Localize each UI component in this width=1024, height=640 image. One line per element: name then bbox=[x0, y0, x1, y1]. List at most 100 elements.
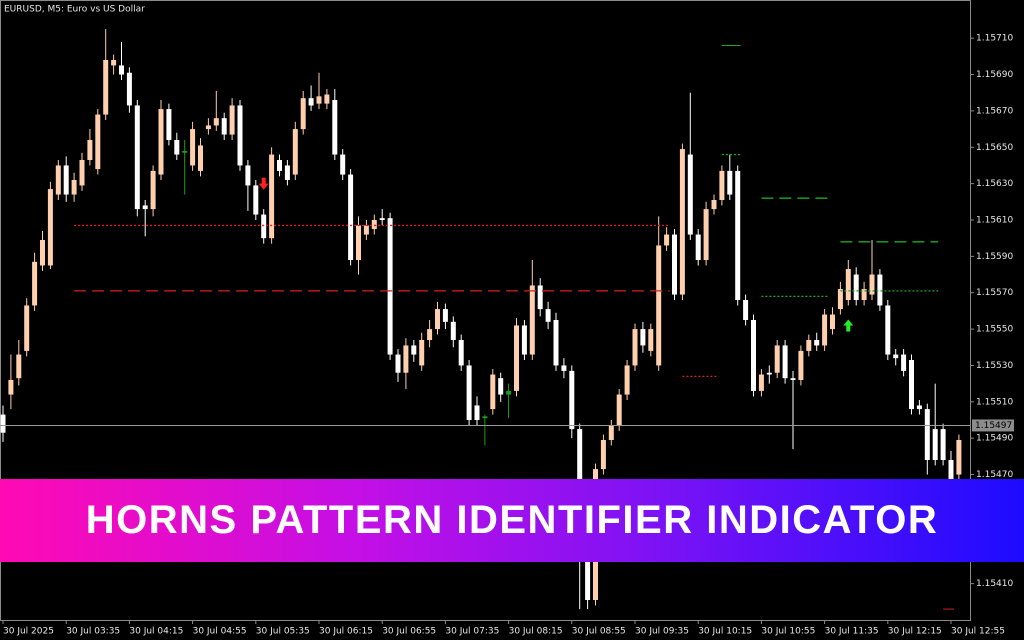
candle-body bbox=[158, 109, 164, 175]
candle-body bbox=[261, 214, 267, 239]
candle-body bbox=[292, 129, 298, 175]
candle-body bbox=[458, 340, 464, 366]
current-price-label: 1.15497 bbox=[975, 421, 1012, 431]
x-tick-label: 30 Jul 12:55 bbox=[951, 627, 1005, 637]
candle-body bbox=[545, 309, 551, 322]
candle-body bbox=[403, 345, 409, 373]
candle-body bbox=[348, 174, 354, 260]
candle-body bbox=[830, 314, 835, 330]
candle-body bbox=[119, 65, 124, 75]
y-tick-label: 1.15710 bbox=[976, 34, 1013, 44]
candle-body bbox=[703, 209, 709, 260]
y-tick-label: 1.15670 bbox=[976, 106, 1013, 116]
x-tick-label: 30 Jul 10:55 bbox=[761, 627, 815, 637]
candle-body bbox=[640, 329, 646, 346]
candle-body bbox=[743, 300, 749, 320]
y-tick-label: 1.15690 bbox=[976, 70, 1013, 80]
candle-body bbox=[40, 240, 45, 266]
candle-body bbox=[363, 225, 369, 235]
candle-body bbox=[482, 416, 488, 419]
candle-body bbox=[174, 140, 180, 155]
candle-body bbox=[735, 170, 741, 300]
candle-body bbox=[340, 154, 346, 175]
candle-body bbox=[284, 165, 290, 180]
candle-body bbox=[924, 409, 930, 460]
candle-body bbox=[869, 274, 875, 295]
candle-body bbox=[758, 374, 764, 391]
candle-body bbox=[616, 394, 622, 426]
candle-body bbox=[32, 261, 38, 306]
candle-body bbox=[427, 329, 433, 340]
candle-body bbox=[419, 340, 425, 366]
candle-body bbox=[853, 274, 859, 300]
x-tick-label: 30 Jul 06:55 bbox=[382, 627, 436, 637]
candle-body bbox=[672, 234, 677, 295]
candle-body bbox=[395, 354, 401, 373]
x-tick-label: 30 Jul 11:35 bbox=[825, 627, 879, 637]
banner-text: HORNS PATTERN IDENTIFIER INDICATOR bbox=[85, 498, 939, 542]
candle-body bbox=[387, 218, 393, 355]
y-tick-label: 1.15630 bbox=[976, 179, 1013, 189]
candle-body bbox=[664, 234, 670, 246]
candle-body bbox=[87, 140, 93, 160]
candle-body bbox=[237, 105, 243, 166]
candle-body bbox=[16, 354, 22, 379]
candle-body bbox=[877, 274, 883, 306]
candle-body bbox=[498, 378, 504, 395]
x-tick-label: 30 Jul 08:15 bbox=[509, 627, 563, 637]
candle-body bbox=[356, 225, 361, 260]
candle-body bbox=[656, 245, 662, 366]
x-tick-label: 30 Jul 07:35 bbox=[445, 627, 499, 637]
candle-body bbox=[537, 285, 543, 310]
candle-body bbox=[782, 345, 788, 379]
candle-body bbox=[608, 425, 614, 440]
candle-body bbox=[198, 145, 203, 171]
candle-body bbox=[845, 269, 851, 300]
candle-body bbox=[948, 460, 954, 480]
candle-body bbox=[269, 154, 275, 239]
candle-body bbox=[95, 114, 101, 170]
candle-body bbox=[63, 165, 69, 195]
x-tick-label: 30 Jul 03:35 bbox=[66, 627, 120, 637]
candle-body bbox=[142, 205, 148, 210]
candle-body bbox=[134, 105, 140, 210]
candle-body bbox=[229, 105, 235, 135]
candle-body bbox=[371, 220, 377, 230]
candle-body bbox=[885, 305, 891, 355]
candle-body bbox=[490, 374, 496, 410]
candle-body bbox=[751, 320, 756, 391]
candle-body bbox=[506, 390, 512, 395]
candle-body bbox=[245, 165, 251, 186]
y-tick-label: 1.15510 bbox=[976, 397, 1013, 407]
candle-body bbox=[901, 354, 907, 371]
candle-body bbox=[166, 109, 172, 140]
candle-body bbox=[521, 325, 527, 355]
candle-body bbox=[798, 350, 804, 380]
y-tick-label: 1.15490 bbox=[976, 434, 1013, 444]
candle-body bbox=[221, 118, 227, 135]
candle-body bbox=[213, 118, 219, 126]
candle-body bbox=[695, 234, 701, 260]
candle-body bbox=[300, 98, 306, 130]
candle-body bbox=[553, 320, 559, 366]
candle-body bbox=[711, 200, 717, 210]
candle-body bbox=[332, 100, 338, 155]
y-tick-label: 1.15650 bbox=[976, 143, 1013, 153]
x-tick-label: 30 Jul 2025 bbox=[3, 627, 54, 637]
candle-body bbox=[956, 440, 962, 475]
candle-body bbox=[909, 360, 914, 410]
y-tick-label: 1.15610 bbox=[976, 216, 1013, 226]
candle-body bbox=[450, 321, 456, 340]
candle-body bbox=[766, 372, 772, 375]
candle-body bbox=[790, 378, 796, 380]
x-tick-label: 30 Jul 09:35 bbox=[635, 627, 689, 637]
candle-body bbox=[687, 154, 693, 235]
candle-body bbox=[24, 305, 30, 351]
y-tick-label: 1.15590 bbox=[976, 252, 1013, 262]
candle-body bbox=[435, 309, 440, 330]
signal-arrow bbox=[258, 177, 269, 190]
y-tick-label: 1.15410 bbox=[976, 579, 1013, 589]
candle-body bbox=[150, 170, 156, 210]
